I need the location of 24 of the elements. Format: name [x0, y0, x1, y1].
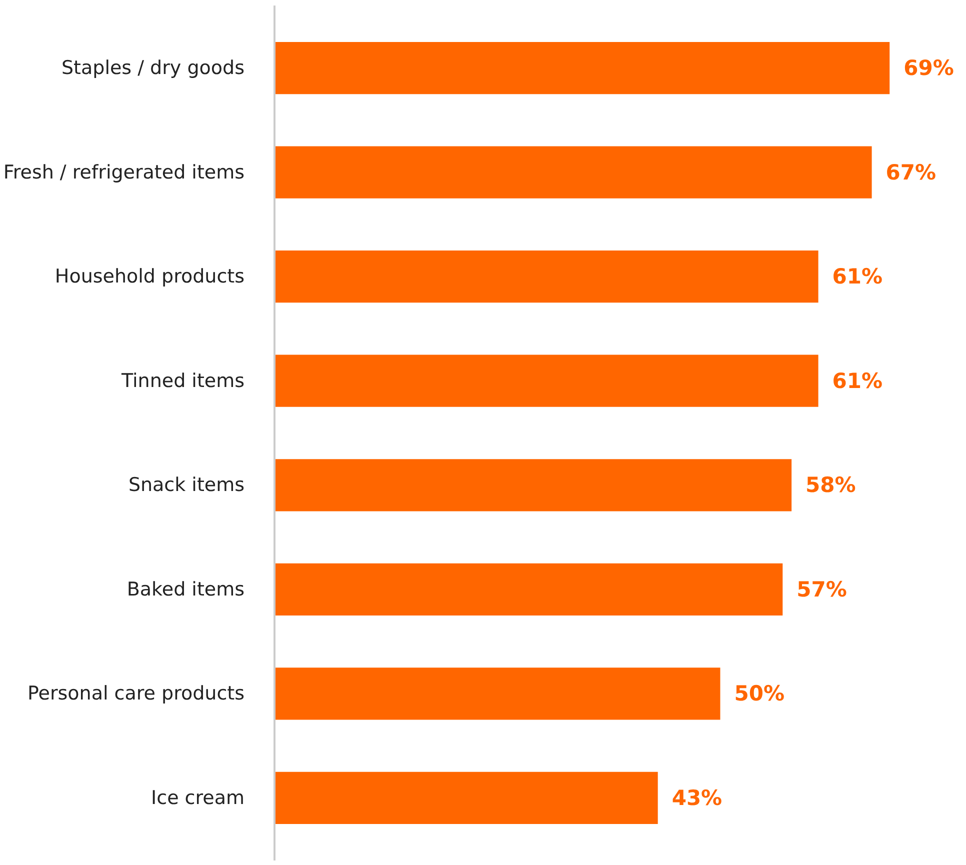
data-label: 58%	[806, 473, 856, 498]
bar	[274, 250, 818, 303]
data-label: 43%	[672, 786, 722, 810]
bar	[274, 772, 658, 824]
y-tick-label: Snack items	[128, 474, 245, 496]
data-label: 50%	[734, 682, 784, 706]
bar	[274, 459, 792, 512]
data-label: 57%	[796, 577, 847, 602]
bar	[274, 668, 720, 720]
y-tick-label: Baked items	[126, 578, 245, 600]
bar	[274, 146, 872, 198]
data-label: 61%	[832, 264, 883, 289]
data-label: 69%	[904, 56, 954, 80]
y-tick-label: Fresh / refrigerated items	[3, 161, 245, 184]
data-label: 67%	[886, 160, 936, 184]
data-label: 61%	[832, 368, 883, 393]
y-tick-label: Ice cream	[151, 786, 245, 809]
y-tick-label: Household products	[54, 266, 245, 288]
bar	[274, 563, 783, 616]
y-tick-label: Personal care products	[28, 682, 245, 705]
bar	[274, 354, 818, 407]
y-tick-label: Staples / dry goods	[62, 57, 245, 80]
bar	[274, 42, 890, 94]
y-tick-label: Tinned items	[120, 370, 244, 392]
